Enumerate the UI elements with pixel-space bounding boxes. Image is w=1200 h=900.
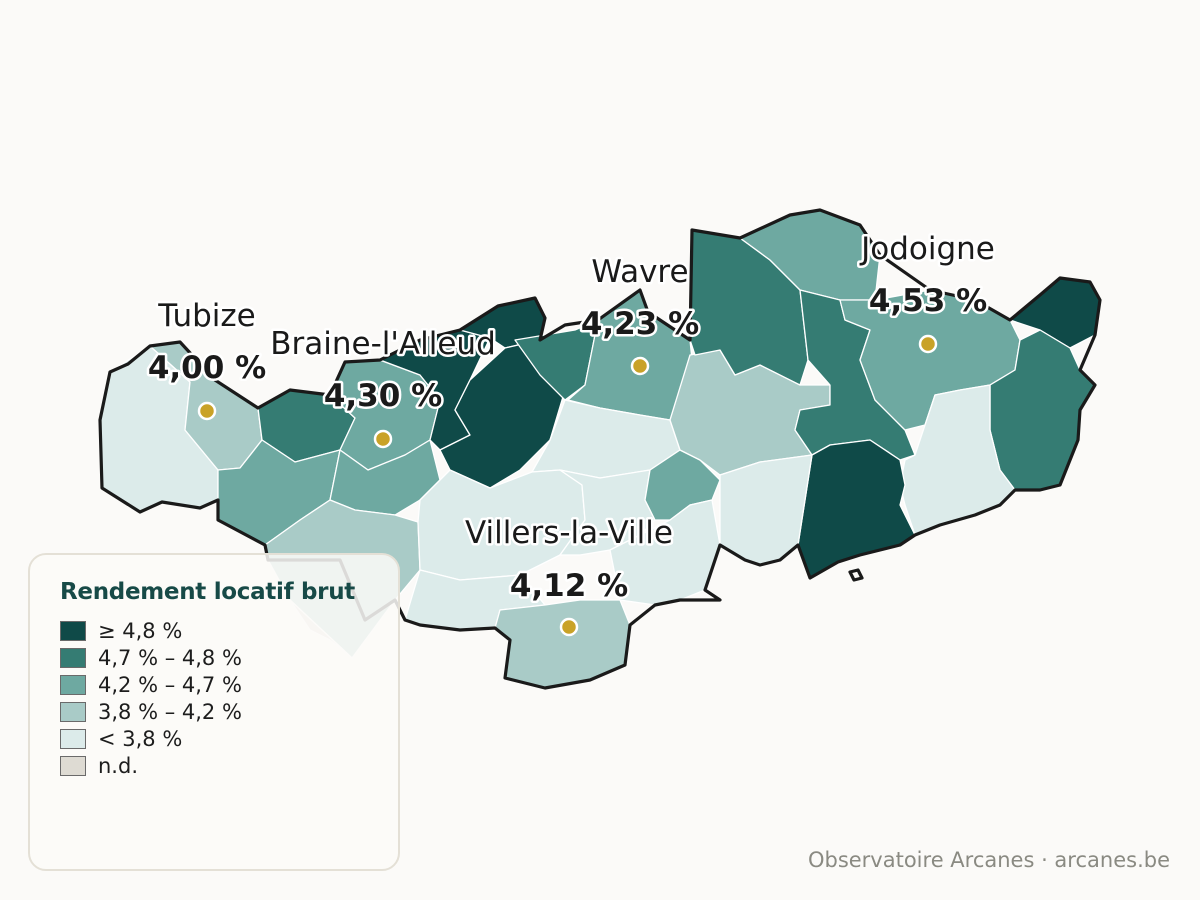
city-value-tubize: 4,00 %: [148, 350, 266, 386]
legend-label: 4,2 % – 4,7 %: [98, 672, 242, 697]
legend-item: < 3,8 %: [60, 725, 368, 752]
city-name-wavre: Wavre: [591, 254, 688, 290]
legend-label: ≥ 4,8 %: [98, 618, 183, 643]
legend-swatch: [60, 674, 86, 695]
legend-swatch: [60, 701, 86, 722]
exclave-outline: [848, 568, 864, 582]
city-value-villers-la-ville: 4,12 %: [510, 568, 628, 604]
legend-title: Rendement locatif brut: [60, 579, 355, 605]
province-outline: [98, 208, 1102, 690]
legend-item: 4,7 % – 4,8 %: [60, 644, 368, 671]
city-value-wavre: 4,23 %: [581, 306, 699, 342]
city-marker-villers-la-ville[interactable]: [559, 617, 579, 637]
legend-item: n.d.: [60, 752, 368, 779]
source-credit: Observatoire Arcanes · arcanes.be: [807, 848, 1170, 872]
legend-swatch: [60, 728, 86, 749]
legend-swatch: [60, 755, 86, 776]
city-marker-tubize[interactable]: [197, 401, 217, 421]
legend-swatch: [60, 647, 86, 668]
city-marker-wavre[interactable]: [630, 356, 650, 376]
city-name-villers-la-ville: Villers-la-Ville: [465, 515, 673, 551]
municipality-lincent[interactable]: [1009, 277, 1101, 349]
legend-swatch: [60, 620, 86, 641]
municipality-gembloux-edge[interactable]: [494, 599, 631, 689]
city-markers: Tubize 4,00 % Braine-l'Alleud 4,30 % Wav…: [145, 229, 997, 637]
city-marker-jodoigne[interactable]: [918, 334, 938, 354]
city-name-braine-lalleud: Braine-l'Alleud: [270, 326, 496, 362]
legend-item: 4,2 % – 4,7 %: [60, 671, 368, 698]
legend-item: 3,8 % – 4,2 %: [60, 698, 368, 725]
city-value-jodoigne: 4,53 %: [869, 283, 987, 319]
legend-item: ≥ 4,8 %: [60, 617, 368, 644]
municipalities: [99, 209, 1101, 689]
legend: Rendement locatif brut ≥ 4,8 % 4,7 % – 4…: [28, 553, 400, 871]
legend-label: n.d.: [98, 753, 138, 778]
city-marker-braine-lalleud[interactable]: [373, 429, 393, 449]
city-name-jodoigne: Jodoigne: [859, 231, 995, 267]
legend-label: < 3,8 %: [98, 726, 183, 751]
legend-label: 4,7 % – 4,8 %: [98, 645, 242, 670]
city-name-tubize: Tubize: [157, 298, 256, 334]
legend-label: 3,8 % – 4,2 %: [98, 699, 242, 724]
city-value-braine-lalleud: 4,30 %: [324, 378, 442, 414]
